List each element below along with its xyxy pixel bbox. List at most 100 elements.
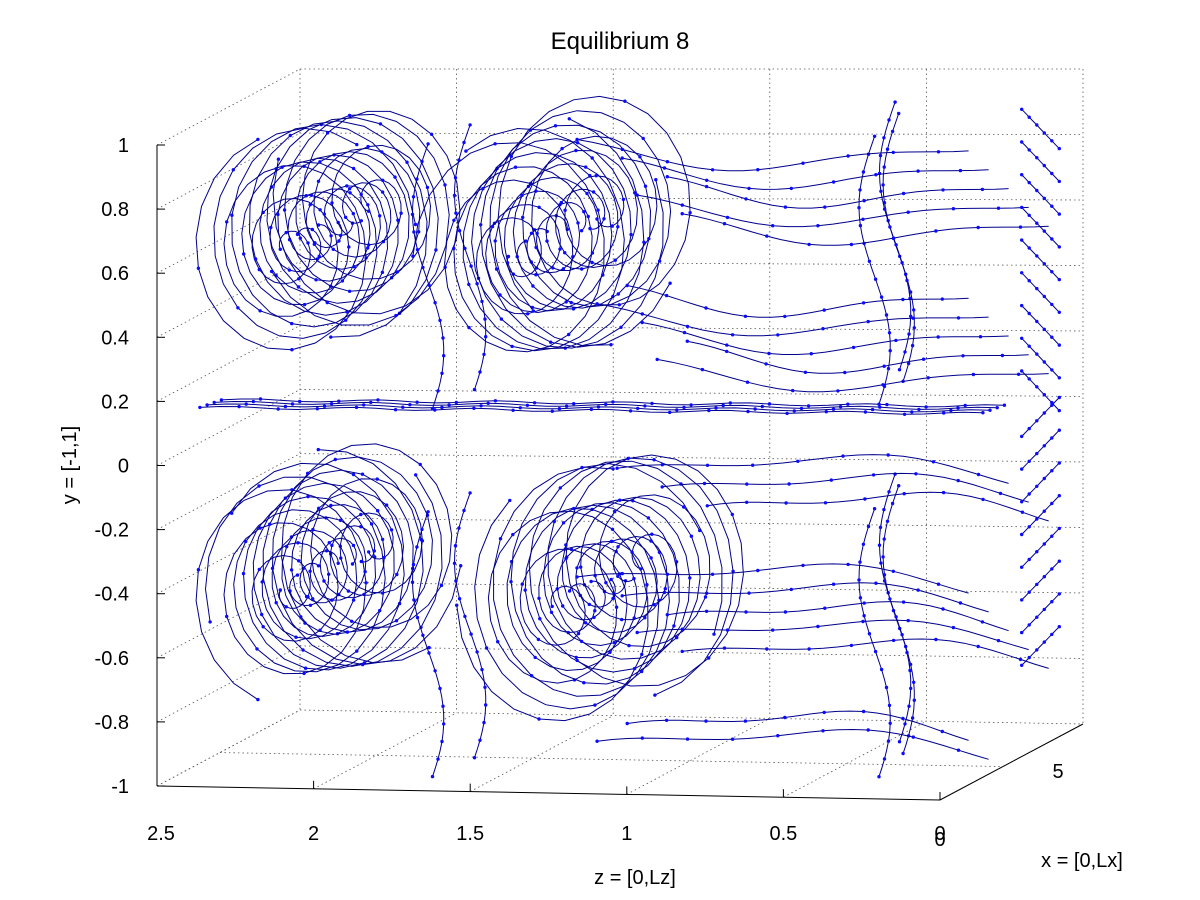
streamline-point bbox=[672, 624, 676, 628]
streamline-point bbox=[561, 521, 566, 525]
streamline-point bbox=[298, 399, 302, 404]
streamline-point bbox=[894, 615, 898, 619]
streamline-point bbox=[900, 261, 904, 265]
streamline-point bbox=[771, 224, 775, 228]
streamline-point bbox=[803, 370, 808, 374]
streamline bbox=[1021, 108, 1060, 149]
streamline-point bbox=[593, 703, 597, 707]
z-tick-label: 0.5 bbox=[769, 823, 797, 845]
streamline-point bbox=[956, 478, 960, 483]
streamline-point bbox=[908, 668, 912, 673]
streamline-point bbox=[306, 471, 310, 475]
x-axis-label: x = [0,Lx] bbox=[1041, 850, 1123, 872]
streamline-point bbox=[350, 619, 354, 623]
streamline-point bbox=[909, 314, 913, 318]
streamline-point bbox=[668, 281, 672, 285]
streamline-point bbox=[433, 669, 437, 673]
streamline-point bbox=[611, 467, 615, 471]
streamline-point bbox=[205, 403, 209, 407]
streamline-point bbox=[327, 572, 331, 576]
streamline-point bbox=[604, 581, 608, 585]
streamline-point bbox=[641, 136, 645, 141]
streamline-point bbox=[453, 176, 458, 180]
streamline-point bbox=[909, 686, 913, 691]
streamline-point bbox=[583, 621, 588, 625]
streamline bbox=[878, 101, 912, 370]
streamline-point bbox=[912, 680, 916, 684]
streamline-point bbox=[816, 624, 820, 629]
grid-line bbox=[470, 715, 614, 792]
streamline-point bbox=[297, 559, 301, 563]
streamline-point bbox=[627, 643, 631, 648]
streamline-point bbox=[442, 722, 446, 726]
streamline-point bbox=[430, 406, 435, 411]
streamline-point bbox=[389, 528, 394, 532]
streamline-point bbox=[427, 283, 431, 287]
streamline-point bbox=[628, 409, 633, 413]
streamline-point bbox=[650, 532, 654, 536]
streamline-point bbox=[440, 405, 444, 410]
streamline-point bbox=[278, 588, 282, 592]
streamline-point bbox=[783, 314, 787, 319]
streamline-point bbox=[685, 737, 690, 741]
grid-line bbox=[299, 196, 1084, 201]
streamline-point bbox=[1042, 607, 1047, 612]
streamline-point bbox=[897, 740, 902, 744]
streamline-point bbox=[480, 299, 484, 304]
streamline-point bbox=[1035, 648, 1039, 652]
streamline-point bbox=[426, 510, 430, 514]
streamline-point bbox=[347, 245, 351, 249]
streamline-point bbox=[831, 180, 836, 184]
streamline-point bbox=[988, 408, 992, 412]
streamline-point bbox=[575, 575, 579, 579]
streamline-point bbox=[689, 403, 693, 407]
streamline-point bbox=[725, 628, 730, 632]
streamline-point bbox=[1035, 615, 1039, 619]
streamline-point bbox=[882, 136, 886, 140]
streamline-point bbox=[613, 510, 617, 514]
streamline-point bbox=[343, 215, 348, 219]
y-tick-label: 0 bbox=[118, 456, 129, 478]
streamline-point bbox=[464, 149, 468, 153]
streamline-point bbox=[285, 544, 289, 549]
streamline-point bbox=[322, 579, 326, 583]
grid-line bbox=[219, 752, 1003, 767]
streamline-point bbox=[482, 720, 486, 725]
y-tick-label: 0.4 bbox=[101, 327, 129, 349]
streamline-point bbox=[433, 301, 437, 305]
streamline-point bbox=[1057, 343, 1062, 347]
streamline-point bbox=[294, 635, 298, 639]
streamline-point bbox=[483, 317, 487, 321]
streamline-point bbox=[649, 539, 653, 543]
streamline-point bbox=[705, 504, 709, 508]
streamline-point bbox=[447, 403, 451, 407]
streamline-point bbox=[467, 325, 471, 330]
streamline-point bbox=[532, 401, 537, 405]
streamline-point bbox=[1042, 327, 1047, 331]
streamline bbox=[577, 139, 969, 172]
streamline bbox=[627, 285, 969, 318]
streamline-point bbox=[971, 372, 976, 377]
streamline-point bbox=[884, 313, 889, 317]
streamline-point bbox=[1050, 632, 1054, 637]
streamline-point bbox=[901, 716, 905, 721]
streamline-point bbox=[472, 387, 477, 392]
streamline-point bbox=[643, 616, 647, 620]
streamline-point bbox=[513, 165, 518, 169]
streamline-point bbox=[414, 473, 418, 477]
streamline-point bbox=[831, 582, 836, 586]
streamline-point bbox=[468, 123, 472, 127]
streamline bbox=[642, 322, 1009, 355]
grid-line bbox=[299, 517, 1084, 528]
streamline-point bbox=[493, 142, 497, 146]
streamline-point bbox=[858, 188, 862, 192]
streamline-point bbox=[867, 632, 872, 636]
streamline bbox=[1021, 272, 1060, 313]
y-tick-label: 0.6 bbox=[101, 263, 129, 285]
streamline-point bbox=[1027, 115, 1031, 119]
streamline-point bbox=[316, 447, 320, 452]
streamline bbox=[1021, 626, 1060, 666]
streamline-point bbox=[1042, 262, 1047, 266]
streamline-point bbox=[302, 302, 307, 307]
streamline-point bbox=[308, 603, 313, 607]
